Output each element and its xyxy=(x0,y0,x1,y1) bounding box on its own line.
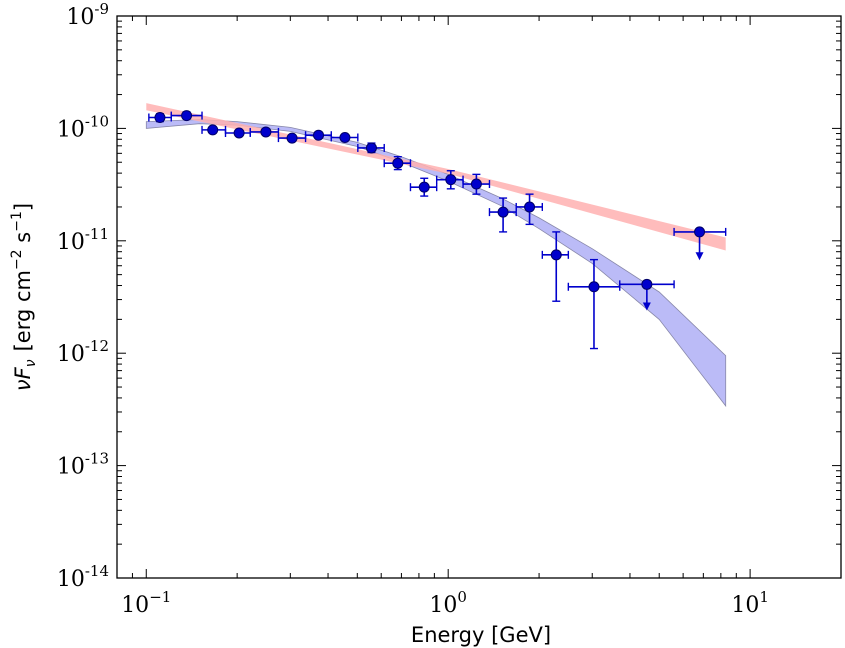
tick-base: 10 xyxy=(121,593,149,618)
data-marker xyxy=(694,226,706,238)
data-marker xyxy=(339,131,351,143)
tick-exponent: -13 xyxy=(85,450,109,468)
plot-frame xyxy=(116,15,842,579)
tick-base: 10 xyxy=(429,593,457,618)
tick-exponent: -14 xyxy=(85,562,109,580)
y-tick-label: 10-11 xyxy=(57,225,109,255)
y-tick-label: 10-10 xyxy=(57,112,109,142)
data-marker xyxy=(286,132,298,144)
data-point xyxy=(201,124,227,136)
tick-base: 10 xyxy=(57,230,85,255)
data-marker xyxy=(550,249,562,261)
y-label-prefix: νF xyxy=(11,366,35,391)
upper-limit xyxy=(619,278,675,311)
tick-exponent: -10 xyxy=(85,112,109,130)
y-tick-label: 10-14 xyxy=(57,562,109,592)
y-label-unit-end: ] xyxy=(11,203,35,211)
data-marker xyxy=(392,157,404,169)
data-point xyxy=(357,142,385,154)
y-tick-label: 10-12 xyxy=(57,337,109,367)
data-point xyxy=(304,129,332,141)
data-point xyxy=(383,156,412,171)
down-arrow-icon xyxy=(642,302,651,311)
y-tick-label: 10-13 xyxy=(57,450,109,480)
data-marker xyxy=(365,142,377,154)
data-point xyxy=(330,131,359,143)
tick-exponent: 1 xyxy=(759,588,769,606)
data-point xyxy=(409,177,438,197)
data-point xyxy=(541,231,570,302)
data-marker xyxy=(445,174,457,186)
data-point xyxy=(515,193,544,226)
upper-limit xyxy=(673,226,727,261)
data-point xyxy=(462,173,491,195)
data-marker xyxy=(207,124,219,136)
data-marker xyxy=(154,112,166,124)
tick-exponent: -9 xyxy=(94,0,109,18)
data-point xyxy=(488,197,517,233)
data-marker xyxy=(588,281,600,293)
tick-base: 10 xyxy=(66,5,94,30)
y-label-unit-mid: s xyxy=(11,232,35,250)
tick-exponent: −1 xyxy=(149,588,171,606)
x-tick-label: 10−1 xyxy=(121,588,171,618)
y-axis-label: νFν [erg cm−2 s−1] xyxy=(9,203,39,391)
y-label-unit-exp2: −1 xyxy=(9,211,25,232)
data-marker xyxy=(233,127,245,139)
tick-exponent: -11 xyxy=(85,225,109,243)
data-marker xyxy=(470,178,482,190)
data-point xyxy=(435,170,464,190)
tick-base: 10 xyxy=(57,342,85,367)
tick-exponent: 0 xyxy=(457,588,467,606)
y-tick-label: 10-9 xyxy=(66,0,109,30)
data-point xyxy=(224,127,251,139)
tick-base: 10 xyxy=(731,593,759,618)
data-point xyxy=(249,126,280,138)
down-arrow-icon xyxy=(695,252,704,261)
data-point xyxy=(277,132,307,144)
y-label-sub: ν xyxy=(23,359,39,367)
tick-base: 10 xyxy=(57,455,85,480)
y-label-unit-exp1: −2 xyxy=(9,249,25,270)
data-point xyxy=(148,112,172,124)
data-marker xyxy=(641,278,653,290)
x-tick-label: 100 xyxy=(429,588,467,618)
data-marker xyxy=(313,129,325,141)
data-marker xyxy=(181,110,193,122)
data-point xyxy=(170,110,203,122)
data-points xyxy=(148,110,727,350)
x-tick-label: 101 xyxy=(731,588,769,618)
data-marker xyxy=(497,206,509,218)
data-marker xyxy=(260,126,272,138)
curved-model-band xyxy=(145,119,727,408)
tick-base: 10 xyxy=(57,567,85,592)
data-marker xyxy=(418,181,430,193)
tick-base: 10 xyxy=(57,117,85,142)
data-marker xyxy=(524,201,536,213)
tick-exponent: -12 xyxy=(85,337,109,355)
x-axis-label: Energy [GeV] xyxy=(411,623,551,647)
y-label-unit: [erg cm xyxy=(11,270,35,351)
